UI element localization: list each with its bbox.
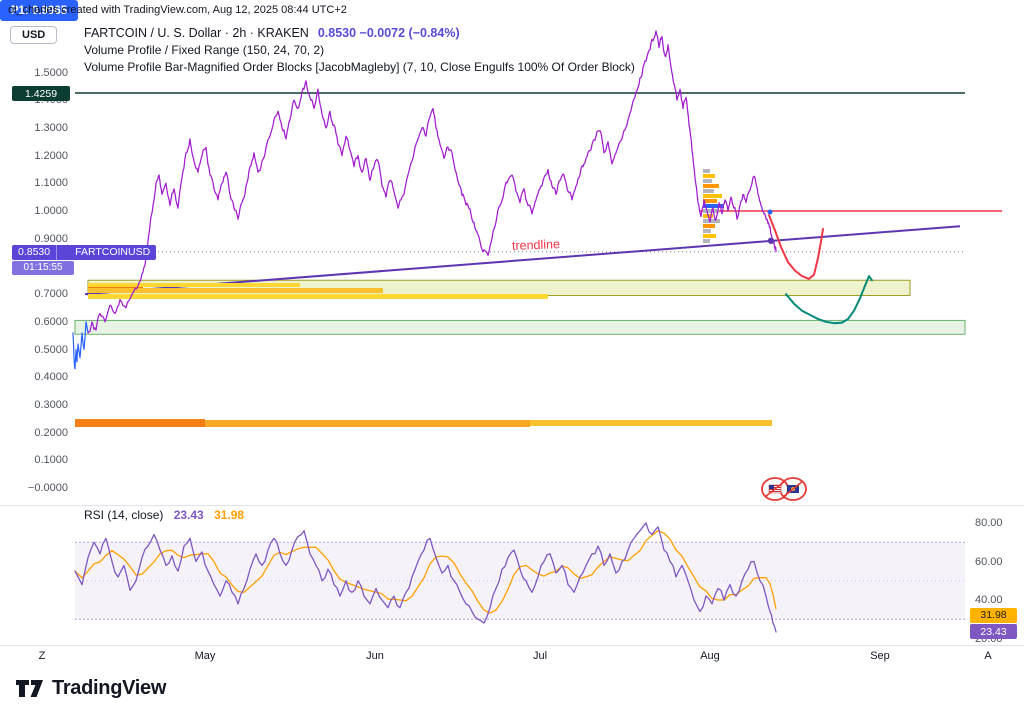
volume-profile-bar: [530, 420, 772, 426]
bar-countdown-badge: 01:15:55: [12, 260, 74, 275]
price-axis-label[interactable]: −0.0000: [27, 482, 68, 494]
order-block-bar: [703, 224, 715, 228]
price-line: [87, 30, 777, 334]
price-axis-label[interactable]: 0.7000: [34, 288, 68, 301]
symbol-title[interactable]: FARTCOIN / U. S. Dollar · 2h · KRAKEN: [84, 26, 309, 40]
order-block-bar: [703, 169, 710, 173]
rsi-axis-label[interactable]: 80.00: [975, 517, 1003, 529]
time-axis-label[interactable]: A: [984, 650, 992, 662]
quote-values: 0.8530 −0.0072 (−0.84%): [317, 26, 460, 40]
time-axis-label[interactable]: Aug: [700, 650, 720, 662]
order-block-bar: [703, 184, 719, 188]
last-price-value: 0.8530: [18, 246, 51, 259]
price-axis-label[interactable]: 1.1000: [34, 177, 68, 190]
badge-divider: [56, 244, 69, 260]
price-axis-label[interactable]: 1.0000: [34, 205, 68, 217]
order-block-bar: [703, 174, 715, 178]
currency-button[interactable]: USD: [10, 26, 58, 44]
price-axis-label[interactable]: 0.6000: [34, 315, 68, 328]
rsi-value: 23.43: [173, 508, 204, 522]
trendline-break-dot[interactable]: [767, 237, 775, 244]
tradingview-logo[interactable]: TradingView: [14, 676, 166, 700]
tradingview-logo-text: TradingView: [52, 676, 167, 699]
order-block-bar: [703, 199, 717, 203]
time-axis-label[interactable]: Jun: [366, 650, 384, 662]
volume-profile-bar: [88, 294, 548, 299]
price-axis-label[interactable]: 1.5000: [34, 66, 68, 79]
price-axis-label[interactable]: 0.9000: [34, 232, 68, 245]
flag-icons[interactable]: [761, 477, 807, 501]
order-block-bar: [703, 204, 724, 208]
order-block-bar: [703, 229, 711, 233]
time-axis-label[interactable]: May: [194, 650, 216, 662]
price-axis-label[interactable]: 1.2000: [34, 149, 68, 162]
rsi-axis-label[interactable]: 60.00: [975, 555, 1003, 568]
volume-profile-bar: [88, 288, 383, 293]
volume-profile-bar: [75, 419, 205, 427]
rsi-ma-badge: 31.98: [970, 607, 1017, 623]
price-axis-label[interactable]: 0.5000: [34, 343, 68, 356]
volume-profile-bar: [88, 283, 300, 287]
time-axis-label[interactable]: Sep: [870, 650, 890, 662]
volume-profile-bar: [205, 420, 530, 427]
projection-path-red: [768, 214, 824, 280]
price-axis-label[interactable]: 0.3000: [34, 398, 68, 411]
indicator-order-blocks[interactable]: Volume Profile Bar-Magnified Order Block…: [84, 60, 635, 74]
projection-path-teal: [785, 275, 873, 325]
time-axis-label[interactable]: Z: [38, 650, 46, 662]
p1-anchor-dot[interactable]: [767, 209, 773, 215]
time-axis-label[interactable]: Jul: [532, 650, 548, 662]
price-axis-label[interactable]: 0.1000: [34, 454, 68, 467]
tradingview-logo-icon: [16, 680, 43, 697]
symbol-ticker: FARTCOINUSD: [75, 246, 151, 259]
rsi-line: [74, 522, 777, 633]
order-block-bar: [703, 194, 722, 198]
price-level-badge: 1.4259: [12, 86, 70, 102]
supply-zone-upper[interactable]: [87, 279, 911, 296]
price-line-start: [72, 321, 89, 370]
order-block-bar: [703, 189, 714, 193]
rsi-ma-value: 31.98: [214, 508, 245, 522]
price-axis-label[interactable]: 0.4000: [34, 371, 68, 384]
order-block-bar: [703, 239, 710, 243]
trendline-label[interactable]: trendline: [511, 237, 561, 253]
demand-zone-lower[interactable]: [74, 319, 966, 335]
rsi-title[interactable]: RSI (14, close): [84, 508, 164, 522]
attribution-text: ol_charles created with TradingView.com,…: [8, 4, 347, 16]
order-block-bar: [703, 209, 719, 213]
p1-price-callout[interactable]: P1: 0.9965: [0, 0, 78, 21]
trendline[interactable]: [84, 225, 961, 296]
order-block-bar: [703, 219, 720, 223]
rsi-legend: RSI (14, close) 23.43 31.98: [84, 508, 251, 522]
order-block-bar: [703, 179, 712, 183]
order-block-bar: [703, 234, 716, 238]
rsi-band: [75, 542, 965, 620]
price-axis-label[interactable]: 1.3000: [34, 121, 68, 134]
last-price-badge: 0.8530 FARTCOINUSD: [12, 244, 157, 260]
chart-legend: FARTCOIN / U. S. Dollar · 2h · KRAKEN 0.8…: [84, 25, 635, 76]
rsi-axis-label[interactable]: 40.00: [975, 594, 1003, 606]
indicator-volume-profile[interactable]: Volume Profile / Fixed Range (150, 24, 7…: [84, 43, 325, 57]
rsi-value-badge: 23.43: [970, 624, 1017, 640]
price-axis-label[interactable]: 0.2000: [34, 426, 68, 439]
